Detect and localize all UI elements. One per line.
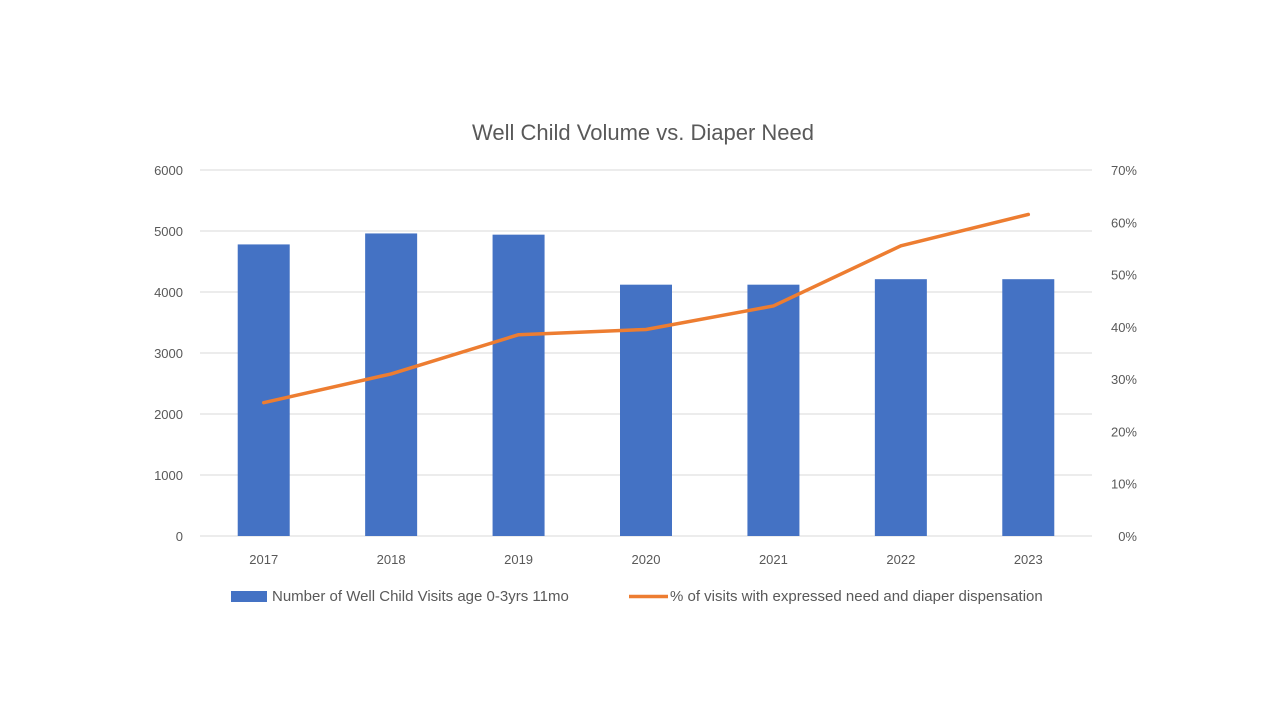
bar — [874, 279, 927, 536]
x-tick-label: 2021 — [759, 552, 788, 567]
bar — [365, 233, 418, 536]
left-tick-label: 2000 — [154, 407, 183, 422]
line-point — [262, 401, 266, 405]
legend-bar-swatch — [231, 591, 267, 602]
left-tick-label: 6000 — [154, 163, 183, 178]
right-tick-label: 70% — [1111, 163, 1137, 178]
left-tick-label: 5000 — [154, 224, 183, 239]
chart-title: Well Child Volume vs. Diaper Need — [472, 120, 814, 145]
line-point — [517, 333, 521, 337]
line-point — [771, 304, 775, 308]
legend-bar-label: Number of Well Child Visits age 0-3yrs 1… — [272, 588, 569, 605]
bar — [492, 234, 545, 536]
right-tick-label: 60% — [1111, 215, 1137, 230]
x-axis: 2017 2018 2019 2020 2021 2022 2023 — [249, 552, 1042, 567]
line-series — [261, 212, 1031, 405]
x-tick-label: 2022 — [886, 552, 915, 567]
bar — [747, 284, 800, 536]
bar-series — [237, 233, 1055, 537]
legend-line-label: % of visits with expressed need and diap… — [670, 588, 1043, 605]
right-tick-label: 40% — [1111, 320, 1137, 335]
x-tick-label: 2019 — [504, 552, 533, 567]
left-tick-label: 4000 — [154, 285, 183, 300]
x-tick-label: 2017 — [249, 552, 278, 567]
bar — [620, 284, 672, 536]
right-tick-label: 30% — [1111, 372, 1137, 387]
x-tick-label: 2018 — [377, 552, 406, 567]
x-tick-label: 2020 — [632, 552, 661, 567]
legend: Number of Well Child Visits age 0-3yrs 1… — [231, 588, 1043, 605]
line-point — [644, 327, 648, 331]
left-axis: 0 1000 2000 3000 4000 5000 6000 — [154, 163, 183, 544]
x-tick-label: 2023 — [1014, 552, 1043, 567]
left-tick-label: 1000 — [154, 468, 183, 483]
left-tick-label: 3000 — [154, 346, 183, 361]
right-axis: 0% 10% 20% 30% 40% 50% 60% 70% — [1111, 163, 1137, 544]
line-point — [389, 372, 393, 376]
bar — [237, 244, 290, 537]
line-point — [1026, 212, 1030, 216]
right-tick-label: 0% — [1118, 529, 1137, 544]
right-tick-label: 20% — [1111, 424, 1137, 439]
right-tick-label: 50% — [1111, 268, 1137, 283]
left-tick-label: 0 — [176, 529, 183, 544]
right-tick-label: 10% — [1111, 477, 1137, 492]
line-point — [899, 244, 903, 248]
bar — [1002, 279, 1055, 536]
